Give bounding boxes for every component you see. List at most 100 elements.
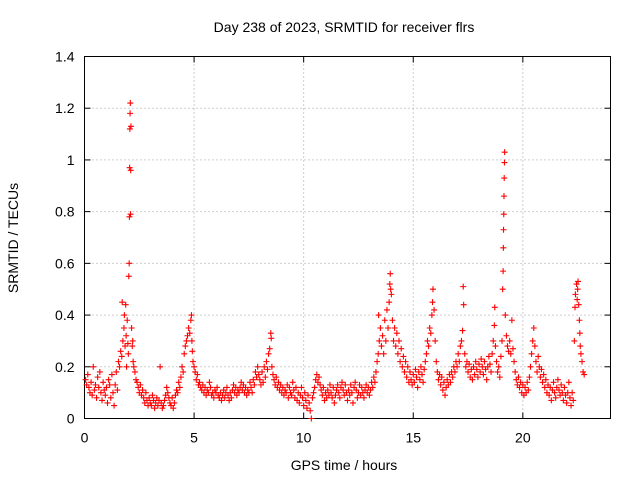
- data-point: [531, 343, 538, 350]
- data-point: [537, 374, 544, 381]
- data-point: [440, 379, 447, 386]
- data-point: [491, 322, 498, 329]
- data-point: [485, 353, 492, 360]
- data-point: [296, 399, 303, 406]
- data-point: [548, 397, 555, 404]
- data-point: [488, 368, 495, 375]
- data-point: [370, 374, 377, 381]
- data-point: [326, 381, 333, 388]
- data-point: [371, 379, 378, 386]
- data-point: [164, 389, 171, 396]
- data-point: [437, 381, 444, 388]
- data-point: [369, 384, 376, 391]
- data-point: [501, 159, 508, 166]
- data-point: [410, 371, 417, 378]
- data-point: [559, 389, 566, 396]
- data-point: [375, 350, 382, 357]
- data-point: [324, 387, 331, 394]
- data-point: [161, 397, 168, 404]
- data-point: [552, 394, 559, 401]
- data-point: [413, 374, 420, 381]
- data-point: [515, 374, 522, 381]
- data-point: [529, 337, 536, 344]
- data-point: [300, 402, 307, 409]
- data-point: [574, 286, 581, 293]
- data-point: [148, 402, 155, 409]
- data-point: [191, 363, 198, 370]
- data-point: [431, 306, 438, 313]
- data-point: [469, 376, 476, 383]
- data-point: [306, 399, 313, 406]
- data-point: [127, 100, 134, 107]
- data-point: [499, 286, 506, 293]
- data-point: [572, 291, 579, 298]
- data-point: [334, 381, 341, 388]
- data-point: [102, 392, 109, 399]
- data-point: [480, 371, 487, 378]
- data-point: [530, 325, 537, 331]
- data-point: [394, 350, 401, 357]
- data-point: [160, 402, 167, 409]
- data-point: [320, 384, 327, 391]
- data-point: [130, 358, 137, 365]
- data-point: [422, 358, 429, 365]
- data-point: [147, 399, 154, 406]
- data-point: [414, 384, 421, 391]
- data-point: [398, 345, 405, 352]
- data-point: [433, 358, 440, 365]
- data-point: [218, 397, 225, 404]
- data-point: [382, 337, 389, 344]
- data-point: [131, 368, 138, 375]
- data-point: [335, 389, 342, 396]
- data-point: [451, 368, 458, 375]
- data-point: [392, 343, 399, 350]
- data-point: [268, 335, 275, 342]
- data-point: [90, 363, 97, 370]
- data-point: [254, 363, 261, 370]
- data-point: [137, 381, 144, 388]
- data-point: [403, 374, 410, 381]
- y-tick-label: 0.2: [55, 359, 75, 375]
- data-point: [426, 325, 433, 331]
- data-point: [479, 363, 486, 370]
- data-point: [435, 376, 442, 383]
- data-point: [501, 149, 508, 156]
- data-point: [308, 415, 315, 422]
- data-point: [193, 376, 200, 383]
- data-point: [500, 211, 507, 218]
- data-point: [386, 281, 393, 288]
- data-point: [462, 363, 469, 370]
- data-point: [301, 389, 308, 396]
- data-point: [423, 350, 430, 357]
- data-point: [527, 363, 534, 370]
- data-point: [128, 325, 135, 331]
- data-point: [104, 399, 111, 406]
- data-point: [502, 312, 509, 319]
- data-point: [259, 368, 266, 375]
- data-point: [377, 325, 384, 331]
- data-point: [182, 343, 189, 350]
- data-point: [303, 405, 310, 412]
- data-point: [157, 363, 164, 370]
- data-point: [115, 358, 122, 365]
- data-point: [289, 379, 296, 386]
- data-point: [535, 353, 542, 360]
- data-point: [129, 343, 136, 350]
- data-point: [389, 317, 396, 324]
- x-tick-labels: 0 5 10 15 20: [81, 430, 531, 446]
- data-point: [574, 296, 581, 303]
- data-point: [126, 164, 133, 171]
- data-point: [378, 343, 385, 350]
- data-point: [261, 363, 268, 370]
- data-point: [408, 376, 415, 383]
- data-point: [125, 350, 132, 357]
- data-point: [558, 381, 565, 388]
- data-point: [151, 405, 158, 412]
- data-point: [114, 387, 121, 394]
- data-point: [174, 389, 181, 396]
- data-point: [256, 376, 263, 383]
- data-point: [454, 363, 461, 370]
- data-point: [481, 358, 488, 365]
- data-point: [260, 379, 267, 386]
- data-point: [458, 337, 465, 344]
